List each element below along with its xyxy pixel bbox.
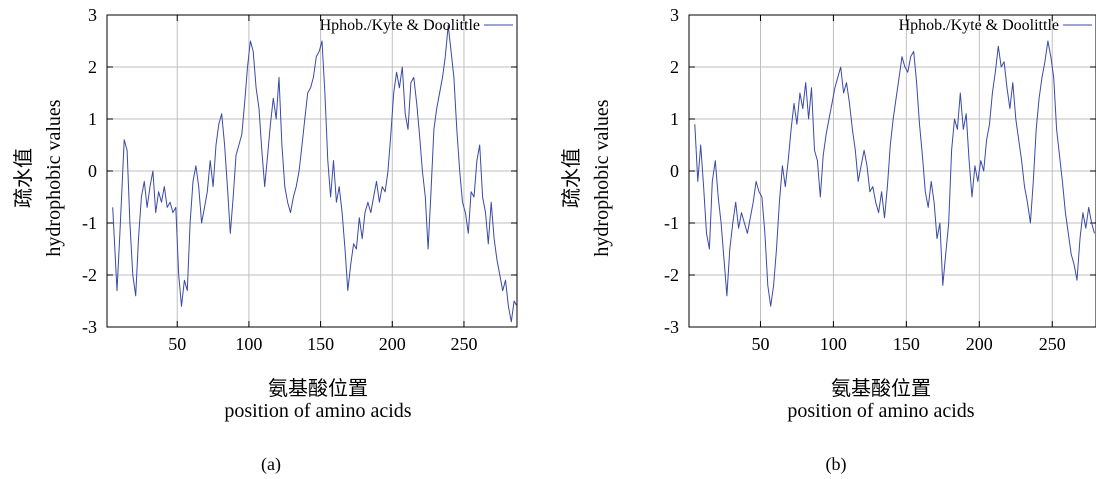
- y-tick-label: 1: [670, 109, 679, 129]
- y-tick-label: -3: [664, 317, 679, 337]
- y-axis-label-en: hydrophobic values: [591, 99, 613, 257]
- x-tick-label: 50: [751, 334, 769, 354]
- x-tick-label: 50: [168, 334, 186, 354]
- y-axis-label-en: hydrophobic values: [43, 99, 65, 257]
- y-tick-label: 2: [670, 57, 679, 77]
- series-line: [694, 40, 1095, 307]
- x-tick-label: 100: [235, 334, 262, 354]
- chart-panel-b: 50 100 150 200 250 -3 -2 -1 0 1 2 3 Hphob./Kyte & Do…: [548, 0, 1096, 479]
- x-axis-label-en: position of amino acids: [224, 400, 412, 422]
- x-tick-label: 150: [307, 334, 334, 354]
- panel-caption: (a): [261, 454, 281, 474]
- y-tick-label: 0: [670, 161, 679, 181]
- y-tick-label: 2: [88, 57, 97, 77]
- y-tick-label: 1: [88, 109, 97, 129]
- y-tick-label: -2: [664, 265, 679, 285]
- y-tick-label: 3: [670, 5, 679, 25]
- panel-caption: (b): [825, 454, 847, 474]
- y-axis-label-cn: 疏水值: [13, 148, 35, 208]
- x-tick-label: 100: [820, 334, 847, 354]
- y-tick-label: -2: [82, 265, 97, 285]
- x-tick-label: 250: [450, 334, 477, 354]
- x-axis-label-cn: 氨基酸位置: [268, 378, 368, 400]
- y-tick-label: -1: [664, 213, 679, 233]
- x-tick-label: 250: [1039, 334, 1066, 354]
- x-axis-label-en: position of amino acids: [787, 400, 975, 422]
- x-tick-label: 200: [966, 334, 993, 354]
- y-tick-label: -3: [82, 317, 97, 337]
- legend-label: Hphob./Kyte & Doolittle: [899, 17, 1059, 34]
- series-line: [112, 24, 518, 323]
- x-axis-label-cn: 氨基酸位置: [831, 378, 931, 400]
- legend-label: Hphob./Kyte & Doolittle: [320, 17, 480, 34]
- y-axis-label-cn: 疏水值: [561, 148, 583, 208]
- y-tick-label: 3: [88, 5, 97, 25]
- x-tick-label: 200: [379, 334, 406, 354]
- chart-b-svg: 50 100 150 200 250 -3 -2 -1 0 1 2 3 Hphob./Kyte & Do…: [664, 5, 1096, 354]
- y-tick-label: 0: [88, 161, 97, 181]
- chart-a-svg: 50 100 150 200 250 -3 -2 -1 0 1 2 3 Hphob./Kyte & Do…: [82, 5, 518, 354]
- chart-panel-a: 50 100 150 200 250 -3 -2 -1 0 1 2 3 Hphob./Kyte & Do…: [0, 0, 548, 479]
- x-tick-label: 150: [893, 334, 920, 354]
- y-tick-label: -1: [82, 213, 97, 233]
